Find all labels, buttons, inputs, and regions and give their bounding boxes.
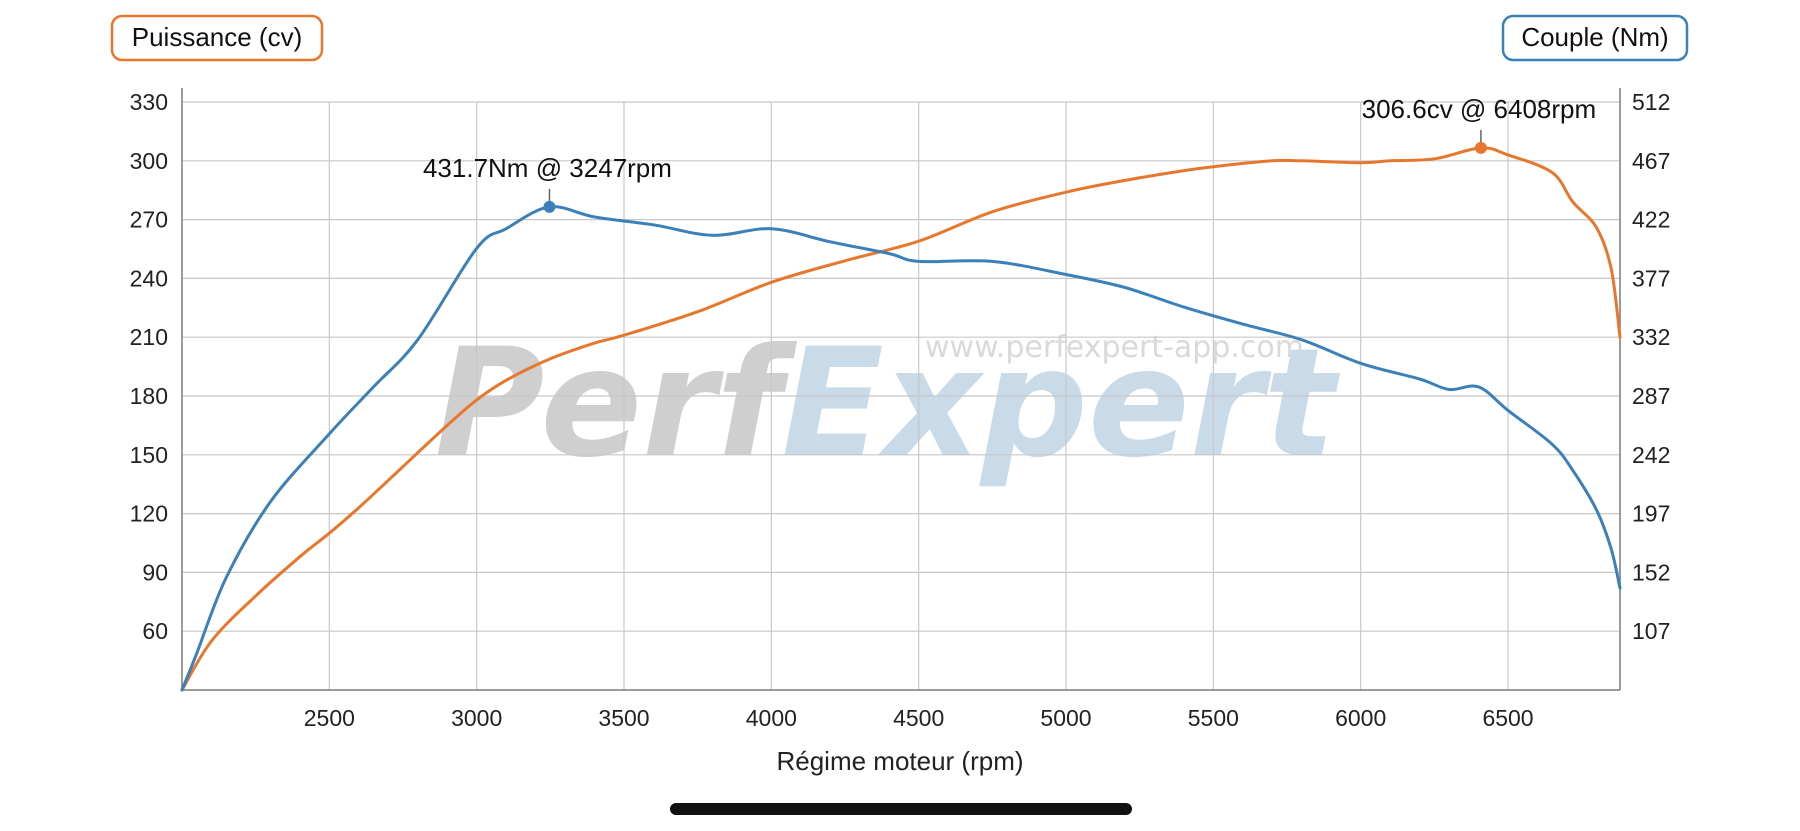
left-tick-label: 150 — [130, 442, 168, 468]
x-tick-label: 6500 — [1482, 705, 1533, 731]
torque-curve — [180, 205, 1622, 692]
x-tick-label: 4500 — [893, 705, 944, 731]
right-tick-label: 422 — [1632, 207, 1670, 233]
left-axis-ticks: 60 90 120 150 180 210 240 270 300 330 — [130, 89, 168, 644]
left-tick-label: 270 — [130, 207, 168, 233]
legend-power[interactable]: Puissance (cv) — [110, 14, 324, 62]
x-tick-label: 3500 — [598, 705, 649, 731]
power-curve — [180, 146, 1622, 692]
right-tick-label: 332 — [1632, 324, 1670, 350]
peak-label: 306.6cv @ 6408rpm — [1362, 94, 1597, 124]
peak-annotations: 431.7Nm @ 3247rpm 306.6cv @ 6408rpm — [423, 94, 1596, 213]
watermark-logo: PerfExpert — [435, 317, 1341, 491]
legend-torque-label: Couple (Nm) — [1521, 22, 1668, 52]
watermark: www.perfexpert-app.com PerfExpert — [435, 317, 1341, 491]
legend-power-label: Puissance (cv) — [132, 22, 303, 52]
right-tick-label: 242 — [1632, 442, 1670, 468]
legend-torque[interactable]: Couple (Nm) — [1501, 14, 1689, 62]
x-tick-label: 5500 — [1188, 705, 1239, 731]
watermark-brand-part: Perf — [435, 317, 798, 491]
left-tick-label: 240 — [130, 265, 168, 291]
right-axis-ticks: 107 152 197 242 287 332 377 422 467 512 — [1632, 89, 1670, 644]
x-tick-label: 5000 — [1040, 705, 1091, 731]
x-tick-label: 4000 — [746, 705, 797, 731]
legend-torque-box[interactable] — [1501, 14, 1689, 62]
left-tick-label: 300 — [130, 148, 168, 174]
right-tick-label: 512 — [1632, 89, 1670, 115]
series-layer — [180, 146, 1622, 692]
legend-power-box[interactable] — [110, 14, 324, 62]
left-tick-label: 210 — [130, 324, 168, 350]
peak-label: 431.7Nm @ 3247rpm — [423, 153, 672, 183]
left-tick-label: 180 — [130, 383, 168, 409]
x-axis-ticks: 2500 3000 3500 4000 4500 5000 5500 6000 6500 — [304, 705, 1534, 731]
right-tick-label: 377 — [1632, 265, 1670, 291]
right-tick-label: 107 — [1632, 618, 1670, 644]
left-tick-label: 330 — [130, 89, 168, 115]
watermark-url: www.perfexpert-app.com — [925, 330, 1304, 365]
right-tick-label: 152 — [1632, 559, 1670, 585]
right-tick-label: 197 — [1632, 501, 1670, 527]
x-tick-label: 6000 — [1335, 705, 1386, 731]
x-axis-title: Régime moteur (rpm) — [776, 746, 1023, 776]
left-tick-label: 120 — [130, 501, 168, 527]
x-tick-label: 3000 — [451, 705, 502, 731]
left-tick-label: 90 — [142, 559, 168, 585]
right-tick-label: 287 — [1632, 383, 1670, 409]
right-tick-label: 467 — [1632, 148, 1670, 174]
peak-marker[interactable] — [1474, 141, 1487, 154]
x-tick-label: 2500 — [304, 705, 355, 731]
home-indicator[interactable] — [670, 803, 1132, 815]
grid — [182, 101, 1620, 690]
left-tick-label: 60 — [142, 618, 168, 644]
peak-marker[interactable] — [543, 200, 556, 213]
watermark-brand-part: Expert — [781, 317, 1340, 491]
plot-frame — [181, 88, 1621, 691]
